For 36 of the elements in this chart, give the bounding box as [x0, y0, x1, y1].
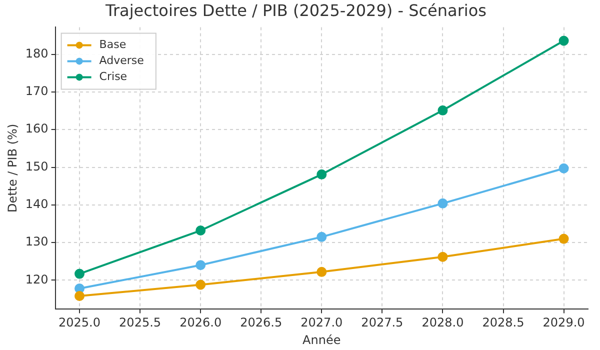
- point: [74, 268, 85, 279]
- y-tick-label: 150: [25, 159, 48, 174]
- x-tick-label: 2027.5: [361, 316, 404, 330]
- x-tick-label: 2028.5: [482, 316, 524, 330]
- point: [316, 266, 327, 277]
- y-tick-label: 140: [25, 197, 48, 212]
- legend-label: Base: [99, 38, 126, 52]
- x-axis-title: Année: [302, 332, 341, 347]
- point: [196, 226, 206, 236]
- legend-label: Crise: [99, 70, 128, 84]
- point: [438, 105, 448, 116]
- y-tick-label: 120: [25, 272, 48, 286]
- point: [196, 280, 206, 290]
- y-tick-label: 170: [25, 84, 48, 98]
- point: [438, 252, 448, 262]
- y-axis-title: Dette / PIB (%): [5, 124, 20, 213]
- x-tick-label: 2025.5: [119, 316, 162, 330]
- y-tick-label: 180: [25, 46, 48, 60]
- legend-label: Adverse: [99, 54, 144, 68]
- point: [558, 163, 569, 174]
- point: [316, 169, 327, 180]
- x-tick-label: 2025.0: [58, 316, 101, 330]
- point: [74, 291, 85, 302]
- x-tick-label: 2026.5: [240, 316, 282, 330]
- chart-title: Trajectoires Dette / PIB (2025-2029) - Scénarios: [104, 0, 486, 20]
- x-tick-label: 2028.0: [422, 316, 464, 330]
- y-tick-label: 130: [25, 234, 48, 249]
- x-tick-label: 2027.0: [300, 316, 343, 330]
- y-tick-label: 160: [25, 122, 48, 136]
- x-tick-label: 2026.0: [180, 316, 222, 330]
- point: [558, 234, 569, 244]
- point: [316, 232, 327, 242]
- point: [196, 260, 206, 270]
- x-tick-label: 2029.0: [542, 316, 585, 330]
- point: [558, 36, 569, 46]
- point: [438, 198, 448, 208]
